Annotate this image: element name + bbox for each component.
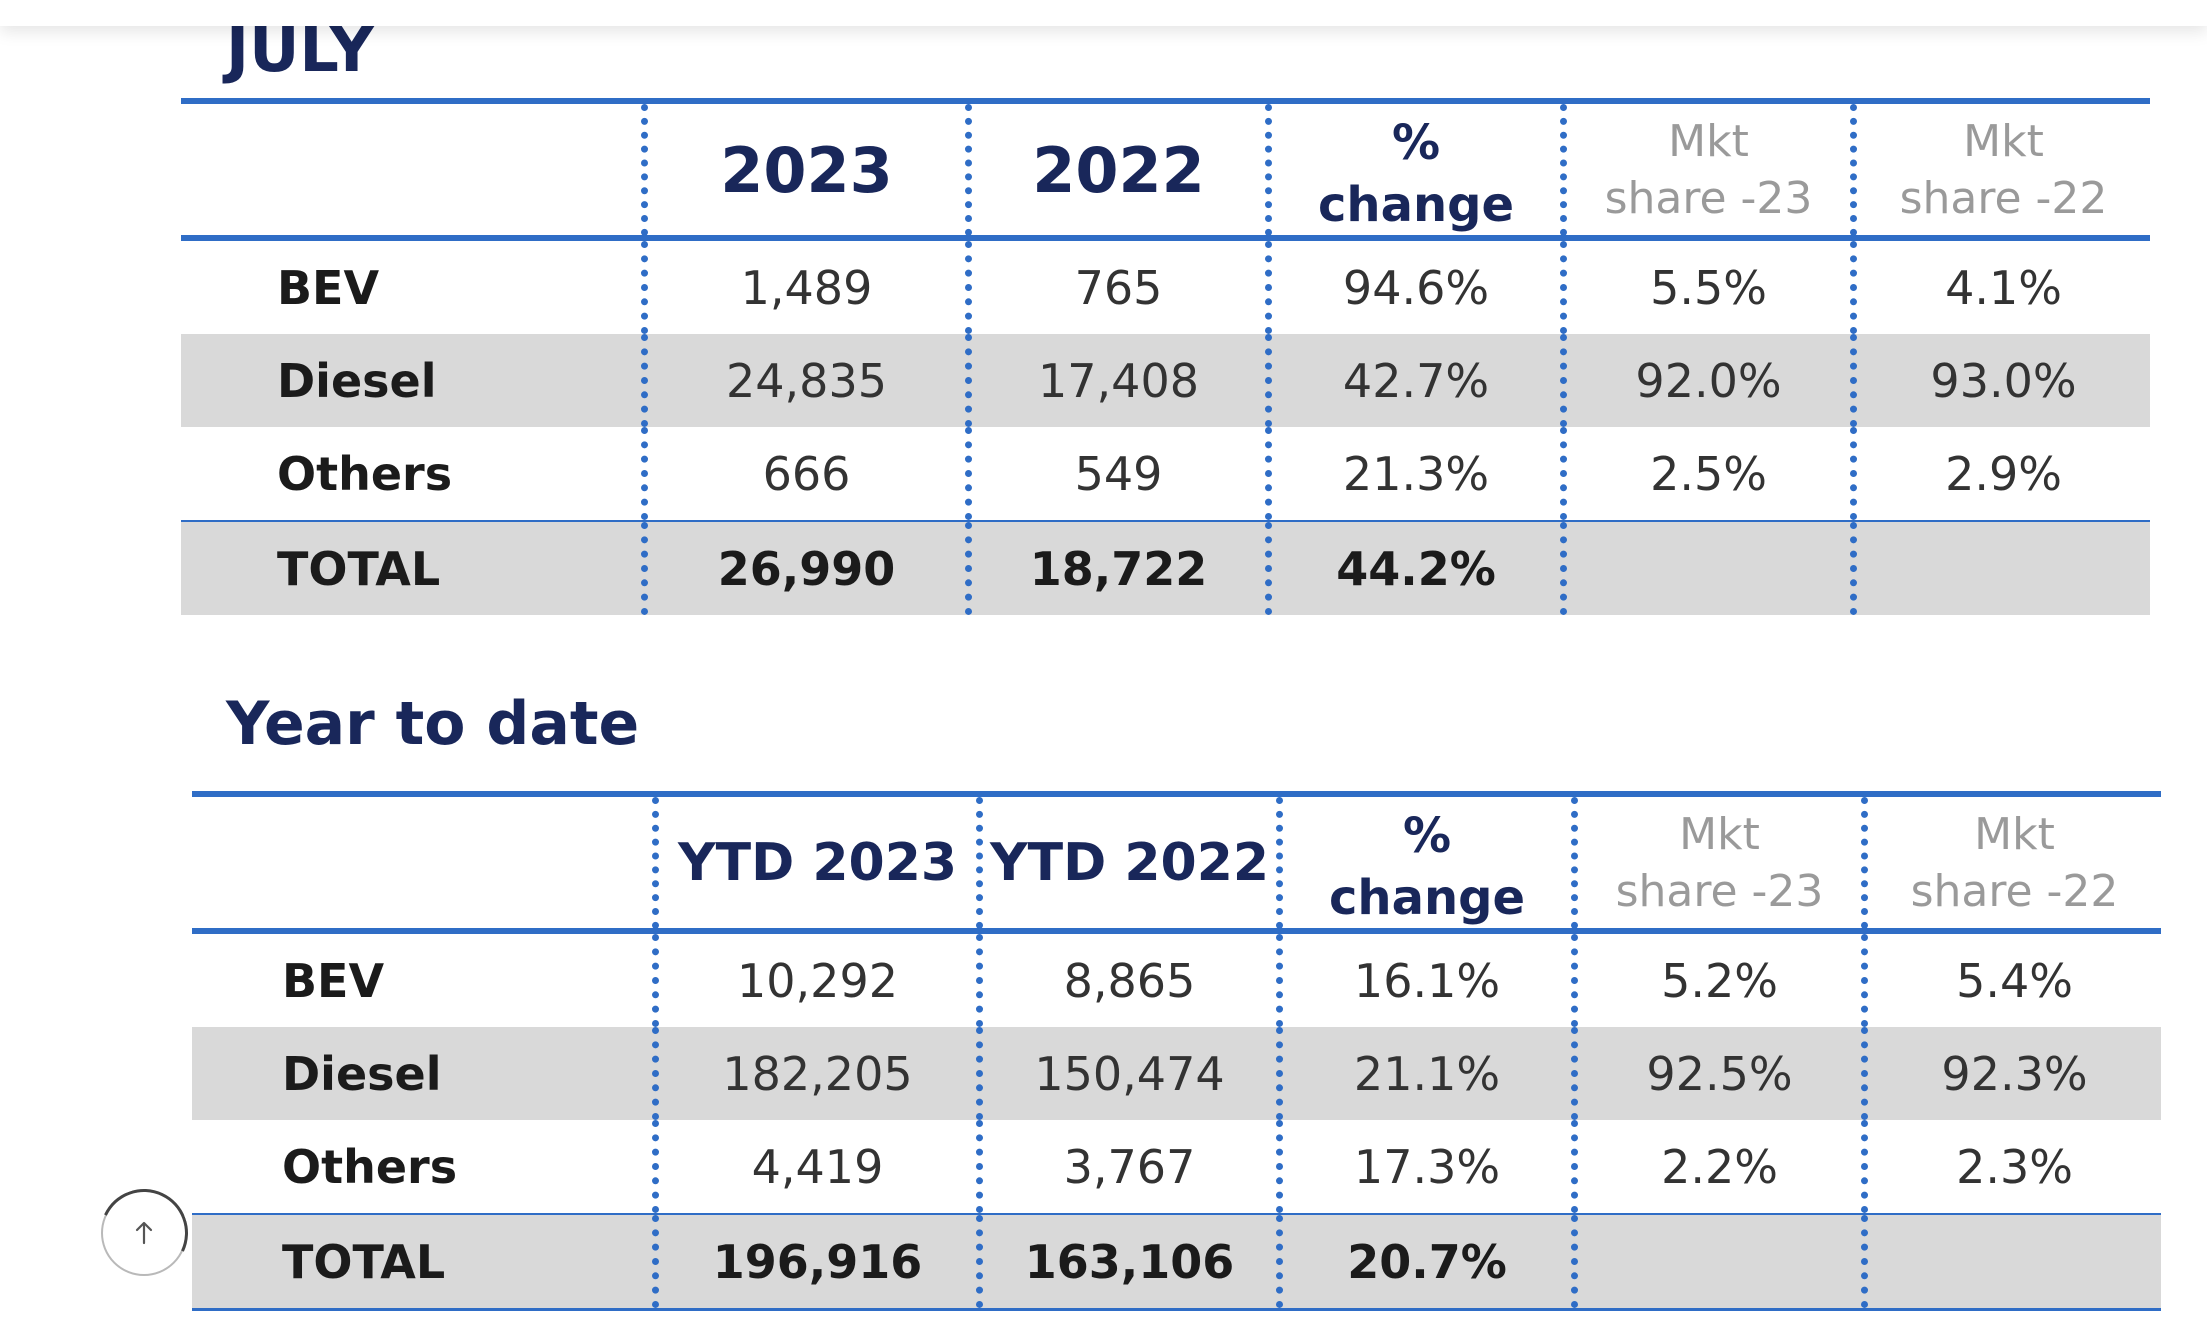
header-blank-cell — [181, 104, 641, 236]
header-market-share-22: Mkt share -22 — [1850, 104, 2150, 236]
header-market-share-22: Mkt share -22 — [1861, 797, 2161, 929]
table-row-diesel: Diesel 24,835 17,408 42.7% 92.0% 93.0% — [181, 334, 2150, 427]
value-ytd-2022: 150,474 — [976, 1027, 1276, 1120]
table-row-total: TOTAL 26,990 18,722 44.2% — [181, 520, 2150, 615]
header-share-22-text: share -22 — [1899, 173, 2108, 224]
table-row-others: Others 4,419 3,767 17.3% 2.2% 2.3% — [192, 1120, 2161, 1213]
table-row-diesel: Diesel 182,205 150,474 21.1% 92.5% 92.3% — [192, 1027, 2161, 1120]
value-market-share-23 — [1571, 1215, 1861, 1308]
value-percent-change: 17.3% — [1276, 1120, 1571, 1213]
row-label: Diesel — [277, 353, 437, 408]
header-mkt-word: Mkt — [1679, 809, 1760, 860]
value-2023: 666 — [641, 427, 965, 520]
table-row-bev: BEV 1,489 765 94.6% 5.5% 4.1% — [181, 241, 2150, 334]
header-share-23-text: share -23 — [1615, 866, 1824, 917]
ytd-section-title: Year to date — [226, 689, 640, 759]
row-label: TOTAL — [277, 541, 441, 596]
scroll-to-top-button[interactable] — [101, 1190, 187, 1276]
row-label: BEV — [277, 260, 380, 315]
header-2022: 2022 — [965, 104, 1265, 236]
row-label: TOTAL — [282, 1234, 446, 1289]
header-share-23-text: share -23 — [1604, 173, 1813, 224]
value-percent-change: 94.6% — [1265, 241, 1560, 334]
value-ytd-2023: 182,205 — [652, 1027, 976, 1120]
value-2022: 549 — [965, 427, 1265, 520]
header-mkt-word: Mkt — [1963, 116, 2044, 167]
value-2023: 24,835 — [641, 334, 965, 427]
value-percent-change: 21.3% — [1265, 427, 1560, 520]
value-market-share-23: 5.2% — [1571, 934, 1861, 1027]
value-percent-change: 21.1% — [1276, 1027, 1571, 1120]
header-percent-change: % change — [1265, 104, 1560, 236]
header-2023: 2023 — [641, 104, 965, 236]
header-mkt-word: Mkt — [1668, 116, 1749, 167]
value-ytd-2023: 10,292 — [652, 934, 976, 1027]
value-ytd-2022: 8,865 — [976, 934, 1276, 1027]
value-market-share-22 — [1850, 522, 2150, 615]
header-mkt-word: Mkt — [1974, 809, 2055, 860]
row-label: Diesel — [282, 1046, 442, 1101]
header-percent-symbol: % — [1402, 808, 1452, 864]
value-ytd-2022: 163,106 — [976, 1215, 1276, 1308]
top-bar — [0, 0, 2207, 26]
value-2023: 1,489 — [641, 241, 965, 334]
row-label: Others — [282, 1139, 458, 1194]
table-row-others: Others 666 549 21.3% 2.5% 2.9% — [181, 427, 2150, 520]
header-market-share-23: Mkt share -23 — [1571, 797, 1861, 929]
value-market-share-23: 2.2% — [1571, 1120, 1861, 1213]
value-market-share-23 — [1560, 522, 1850, 615]
value-market-share-23: 2.5% — [1560, 427, 1850, 520]
value-market-share-22 — [1861, 1215, 2161, 1308]
header-ytd-2022: YTD 2022 — [976, 797, 1276, 929]
header-percent-change: % change — [1276, 797, 1571, 929]
header-ytd-2023: YTD 2023 — [652, 797, 976, 929]
header-percent-symbol: % — [1391, 115, 1441, 171]
value-percent-change: 42.7% — [1265, 334, 1560, 427]
value-market-share-22: 5.4% — [1861, 934, 2161, 1027]
value-percent-change: 20.7% — [1276, 1215, 1571, 1308]
value-2022: 18,722 — [965, 522, 1265, 615]
value-ytd-2023: 196,916 — [652, 1215, 976, 1308]
header-change-word: change — [1317, 177, 1515, 233]
value-market-share-22: 92.3% — [1861, 1027, 2161, 1120]
header-change-word: change — [1328, 870, 1526, 926]
value-ytd-2023: 4,419 — [652, 1120, 976, 1213]
value-2022: 17,408 — [965, 334, 1265, 427]
value-market-share-23: 92.0% — [1560, 334, 1850, 427]
ytd-table: YTD 2023 YTD 2022 % change Mkt share -23… — [192, 791, 2161, 1311]
row-label: Others — [277, 446, 453, 501]
table-row-bev: BEV 10,292 8,865 16.1% 5.2% 5.4% — [192, 934, 2161, 1027]
header-share-22-text: share -22 — [1910, 866, 2119, 917]
header-market-share-23: Mkt share -23 — [1560, 104, 1850, 236]
value-percent-change: 16.1% — [1276, 934, 1571, 1027]
value-market-share-22: 4.1% — [1850, 241, 2150, 334]
row-label: BEV — [282, 953, 385, 1008]
value-market-share-23: 92.5% — [1571, 1027, 1861, 1120]
value-market-share-23: 5.5% — [1560, 241, 1850, 334]
value-ytd-2022: 3,767 — [976, 1120, 1276, 1213]
july-table: 2023 2022 % change Mkt share -23 Mkt sha… — [181, 98, 2150, 615]
table-header-row: YTD 2023 YTD 2022 % change Mkt share -23… — [192, 797, 2161, 934]
value-2022: 765 — [965, 241, 1265, 334]
value-market-share-22: 2.3% — [1861, 1120, 2161, 1213]
table-header-row: 2023 2022 % change Mkt share -23 Mkt sha… — [181, 104, 2150, 241]
arrow-up-icon — [135, 1221, 153, 1245]
table-row-total: TOTAL 196,916 163,106 20.7% — [192, 1213, 2161, 1311]
value-market-share-22: 2.9% — [1850, 427, 2150, 520]
header-blank-cell — [192, 797, 652, 929]
value-market-share-22: 93.0% — [1850, 334, 2150, 427]
value-2023: 26,990 — [641, 522, 965, 615]
value-percent-change: 44.2% — [1265, 522, 1560, 615]
